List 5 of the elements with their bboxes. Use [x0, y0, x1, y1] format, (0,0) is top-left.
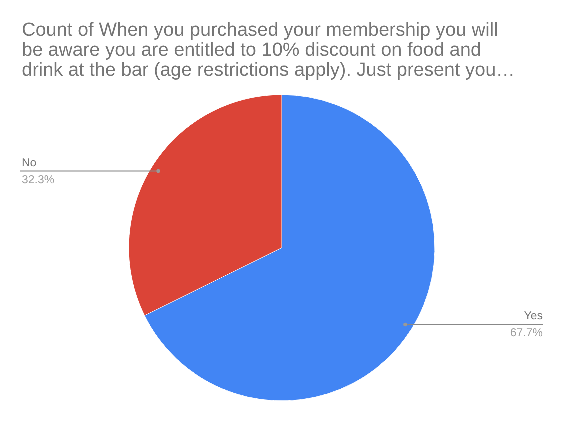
slice-label: No — [22, 157, 37, 170]
chart-title: Count of When you purchased your membership you will be aware you are entitled to 10% discount on food and drink at the bar (age restrictions apply). Just present you… — [22, 20, 516, 81]
data-label: 67.7% — [510, 328, 543, 340]
slice-label: Yes — [524, 310, 544, 323]
data-label: 32.3% — [22, 174, 55, 186]
